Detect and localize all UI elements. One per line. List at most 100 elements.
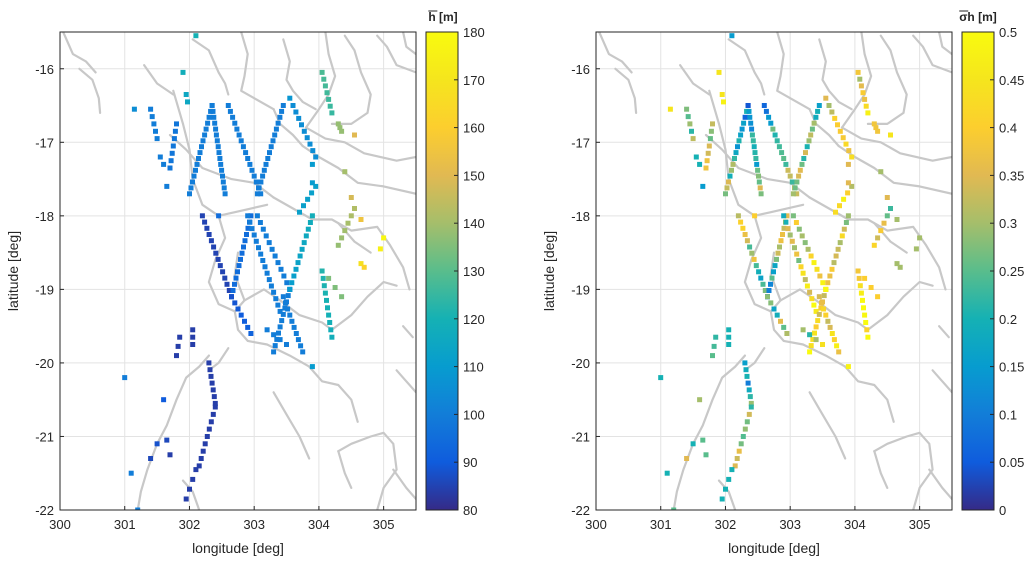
data-point: [710, 353, 715, 359]
data-point: [260, 173, 266, 179]
data-point: [736, 138, 742, 144]
data-point: [377, 246, 383, 252]
data-point: [684, 456, 690, 461]
y-tick-label: -19: [35, 282, 54, 297]
data-point: [811, 120, 817, 126]
data-point: [746, 411, 752, 417]
data-point: [284, 280, 290, 286]
data-point: [787, 232, 793, 238]
data-point: [826, 103, 832, 108]
data-point: [804, 144, 810, 150]
data-point: [326, 96, 332, 102]
data-point: [174, 353, 179, 359]
data-point: [298, 343, 304, 349]
data-point: [724, 185, 730, 191]
data-point: [840, 135, 846, 141]
data-point: [194, 161, 200, 167]
data-point: [229, 294, 234, 300]
data-point: [917, 235, 923, 241]
data-point: [279, 318, 285, 324]
data-point: [213, 126, 219, 132]
data-point: [319, 69, 325, 75]
data-point: [242, 318, 247, 324]
data-point: [190, 179, 195, 185]
data-point: [135, 507, 141, 510]
data-point: [326, 275, 332, 281]
data-point: [242, 238, 248, 244]
data-point: [264, 327, 270, 333]
colorbar-tick-label: 150: [463, 168, 485, 183]
colorbar-tick-label: 170: [463, 73, 485, 88]
data-point: [268, 144, 274, 150]
data-point: [770, 126, 776, 132]
data-point: [212, 120, 218, 126]
data-point: [875, 235, 881, 241]
data-point: [862, 312, 868, 318]
river-line: [233, 310, 311, 368]
data-point: [762, 288, 768, 293]
colorbar: 0.5 0.45 0.4 0.35 0.3 0.25 0.2 0.15 0.1 0.05 0 σh […: [959, 10, 1024, 518]
data-point: [809, 296, 815, 302]
river-line: [282, 38, 317, 111]
data-point: [843, 141, 849, 147]
data-point: [309, 180, 315, 186]
data-point: [171, 136, 177, 142]
y-tick-label: -21: [35, 429, 54, 444]
data-point: [285, 306, 291, 312]
data-point: [214, 138, 220, 144]
data-point: [771, 269, 776, 275]
data-point: [297, 209, 302, 215]
data-point: [810, 336, 816, 342]
data-point: [187, 191, 192, 197]
data-point: [277, 114, 283, 120]
data-point: [190, 327, 196, 333]
y-tick-label: -20: [35, 356, 54, 371]
data-point: [291, 273, 297, 279]
data-point: [777, 244, 782, 250]
data-point: [326, 312, 332, 318]
data-point: [244, 232, 249, 237]
river-line: [818, 38, 853, 111]
data-point: [277, 324, 283, 330]
data-point: [151, 121, 157, 127]
river-line: [769, 251, 782, 302]
data-point: [211, 114, 217, 120]
data-point: [749, 126, 755, 132]
river-line: [272, 391, 311, 460]
data-point: [299, 122, 304, 128]
data-point: [790, 191, 796, 197]
data-point: [856, 275, 862, 281]
data-point: [738, 132, 744, 138]
data-point: [309, 213, 315, 219]
data-point: [277, 337, 283, 343]
data-point: [273, 126, 279, 132]
data-point: [837, 203, 842, 209]
data-point: [794, 191, 800, 197]
data-point: [760, 281, 766, 287]
data-point: [812, 330, 817, 336]
data-point: [258, 179, 264, 185]
data-point: [303, 233, 309, 239]
river-line: [808, 108, 840, 148]
data-point: [196, 156, 201, 161]
river-line: [727, 38, 766, 96]
data-point: [815, 108, 821, 114]
data-point: [183, 92, 189, 97]
data-point: [169, 150, 175, 156]
data-point: [289, 318, 295, 324]
data-point: [845, 213, 851, 219]
data-point: [235, 269, 240, 275]
data-point: [208, 419, 214, 425]
data-point: [290, 103, 296, 108]
data-point: [281, 273, 287, 279]
data-point: [771, 306, 777, 312]
data-point: [187, 486, 192, 492]
data-point: [772, 132, 778, 138]
data-point: [251, 173, 257, 179]
data-point: [774, 138, 780, 144]
data-point: [776, 144, 782, 150]
data-point: [807, 332, 813, 338]
data-point: [348, 195, 354, 200]
data-point: [254, 213, 260, 219]
data-point: [305, 226, 311, 232]
